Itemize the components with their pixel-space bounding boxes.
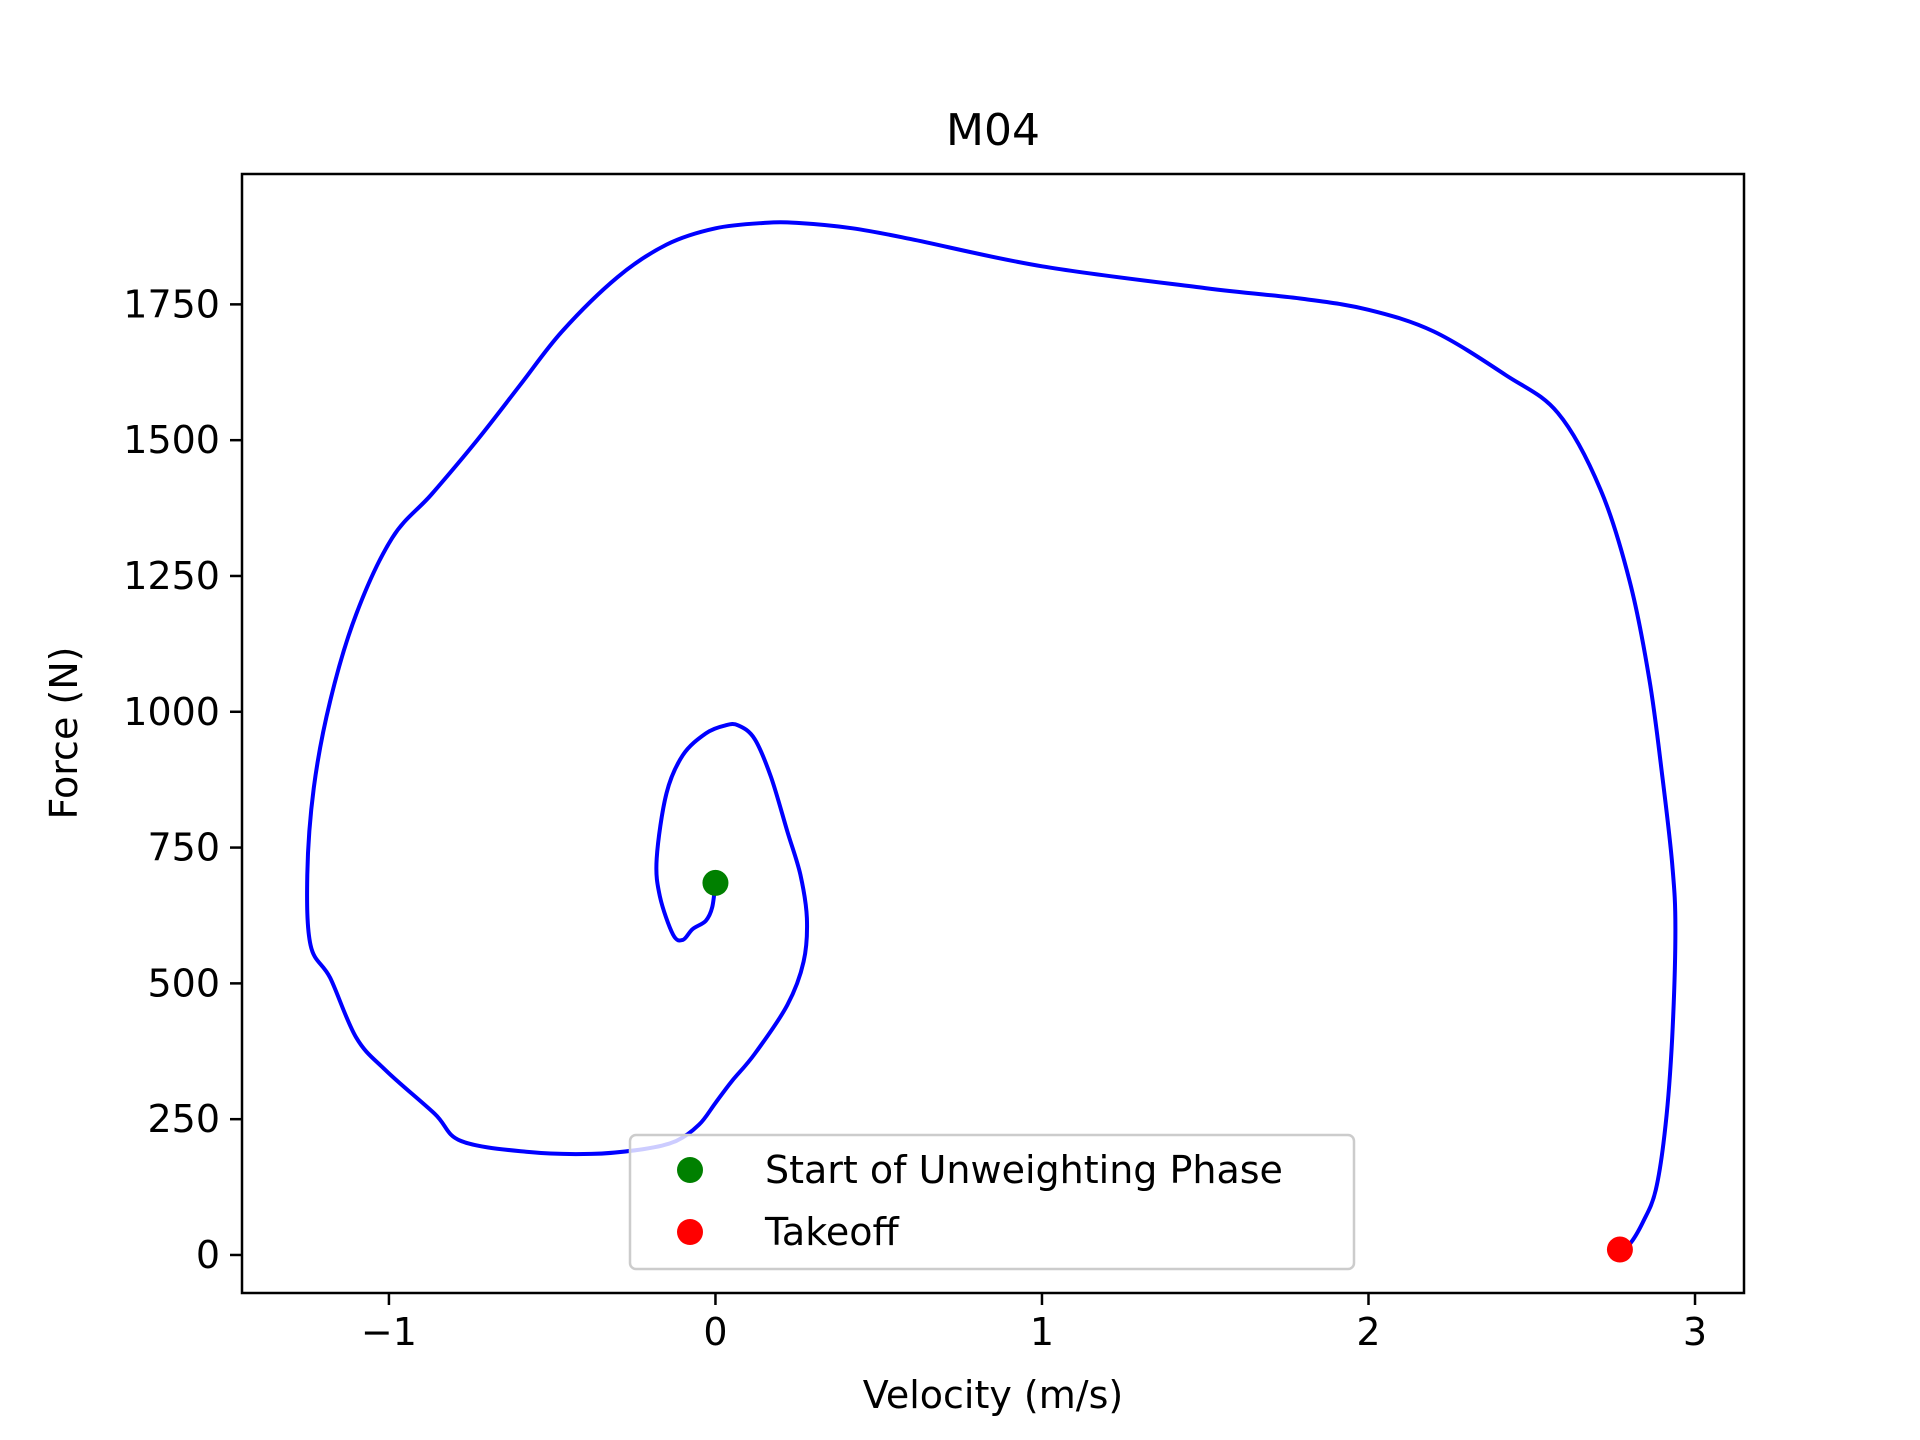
axes-frame — [240, 172, 1746, 1295]
legend-marker-start — [677, 1157, 703, 1183]
y-tick-label: 750 — [147, 826, 220, 870]
x-tick-label: 0 — [703, 1310, 727, 1354]
x-tick-label: 2 — [1356, 1310, 1380, 1354]
takeoff-marker — [1606, 1236, 1633, 1263]
x-tick-label: 1 — [1030, 1310, 1054, 1354]
y-axis-label: Force (N) — [42, 647, 86, 820]
legend-label-takeoff: Takeoff — [764, 1210, 899, 1254]
x-axis-label: Velocity (m/s) — [863, 1373, 1123, 1417]
legend-marker-takeoff — [677, 1219, 703, 1245]
plot-area — [305, 220, 1678, 1263]
x-tick-label: −1 — [361, 1310, 417, 1354]
y-tick-label: 500 — [147, 961, 220, 1005]
chart-title: M04 — [946, 105, 1040, 156]
legend-frame — [628, 1133, 1356, 1271]
legend: Start of Unweighting Phase Takeoff — [628, 1133, 1356, 1271]
y-tick-label: 250 — [147, 1097, 220, 1141]
start-unweighting-marker — [702, 869, 729, 896]
y-axis-ticks: 0 250 500 750 1000 1250 1500 1750 — [123, 282, 242, 1277]
y-tick-label: 1250 — [123, 554, 220, 598]
y-tick-label: 1000 — [123, 690, 220, 734]
series-line-0 — [305, 220, 1678, 1252]
legend-label-start: Start of Unweighting Phase — [765, 1148, 1283, 1192]
y-tick-label: 0 — [196, 1233, 220, 1277]
x-tick-label: 3 — [1683, 1310, 1707, 1354]
y-tick-label: 1500 — [123, 418, 220, 462]
x-axis-ticks: −1 0 1 2 3 — [361, 1293, 1707, 1354]
y-tick-label: 1750 — [123, 282, 220, 326]
